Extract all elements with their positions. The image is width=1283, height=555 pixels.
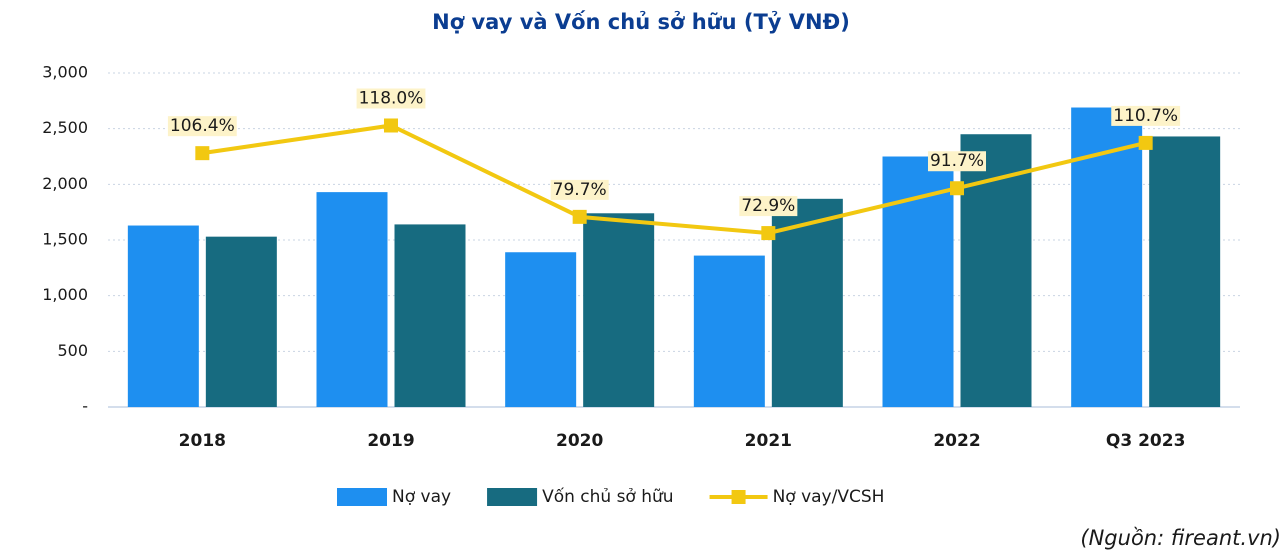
data-label-bg: [1111, 105, 1181, 126]
bar: [583, 213, 655, 407]
x-tick-label: 2019: [367, 431, 414, 451]
y-tick-label: -: [82, 397, 88, 416]
data-label: 72.9%: [741, 196, 795, 216]
data-label-group: 79.7%: [550, 179, 609, 200]
line-marker: [950, 181, 964, 196]
data-label-group: 91.7%: [927, 151, 987, 172]
data-label: 110.7%: [1113, 106, 1178, 126]
y-tick-label: 500: [57, 341, 88, 360]
bar: [771, 198, 843, 407]
legend-label: Nợ vay: [392, 487, 451, 507]
data-label-bg: [550, 179, 609, 200]
legend-label: Vốn chủ sở hữu: [542, 486, 674, 507]
x-tick-label: Q3 2023: [1106, 431, 1186, 451]
line-marker: [384, 118, 398, 133]
data-label-bg: [739, 196, 798, 217]
data-label-group: 106.4%: [167, 116, 237, 137]
source-note: (Nguồn: fireant.vn): [1080, 526, 1281, 550]
data-label-bg: [356, 88, 426, 109]
data-label-group: 110.7%: [1111, 105, 1181, 126]
data-label-bg: [927, 151, 987, 172]
bar: [1149, 136, 1221, 407]
data-label: 91.7%: [930, 151, 984, 171]
y-tick-label: 1,000: [42, 285, 88, 304]
x-tick-label: 2018: [179, 431, 226, 451]
bar: [394, 224, 466, 407]
data-label-group: 72.9%: [739, 196, 798, 217]
chart-title: Nợ vay và Vốn chủ sở hữu (Tỷ VNĐ): [432, 10, 850, 34]
legend-label: Nợ vay/VCSH: [773, 487, 885, 507]
bar: [505, 252, 577, 407]
x-tick-label: 2021: [745, 431, 792, 451]
legend-swatch: [487, 488, 538, 506]
y-tick-label: 3,000: [42, 63, 88, 82]
line-marker: [1138, 135, 1153, 150]
line-marker: [572, 209, 587, 224]
line-series: [202, 123, 1147, 236]
data-label: 79.7%: [553, 180, 607, 200]
x-tick-label: 2022: [933, 431, 980, 451]
bar: [205, 236, 277, 407]
bar: [693, 255, 765, 407]
line-marker: [195, 146, 210, 161]
legend-marker: [731, 490, 746, 504]
y-tick-label: 2,000: [42, 174, 88, 193]
y-tick-label: 2,500: [42, 118, 88, 137]
legend-swatch: [337, 488, 387, 506]
data-label-bg: [167, 116, 237, 137]
bar: [316, 192, 388, 407]
data-label: 106.4%: [170, 116, 235, 136]
x-tick-label: 2020: [556, 431, 603, 451]
data-label-group: 118.0%: [356, 88, 426, 109]
bar: [882, 156, 954, 407]
bar: [960, 134, 1032, 407]
data-label: 118.0%: [359, 88, 424, 108]
line-marker: [761, 226, 776, 241]
bar: [127, 225, 199, 407]
y-tick-label: 1,500: [42, 230, 88, 249]
